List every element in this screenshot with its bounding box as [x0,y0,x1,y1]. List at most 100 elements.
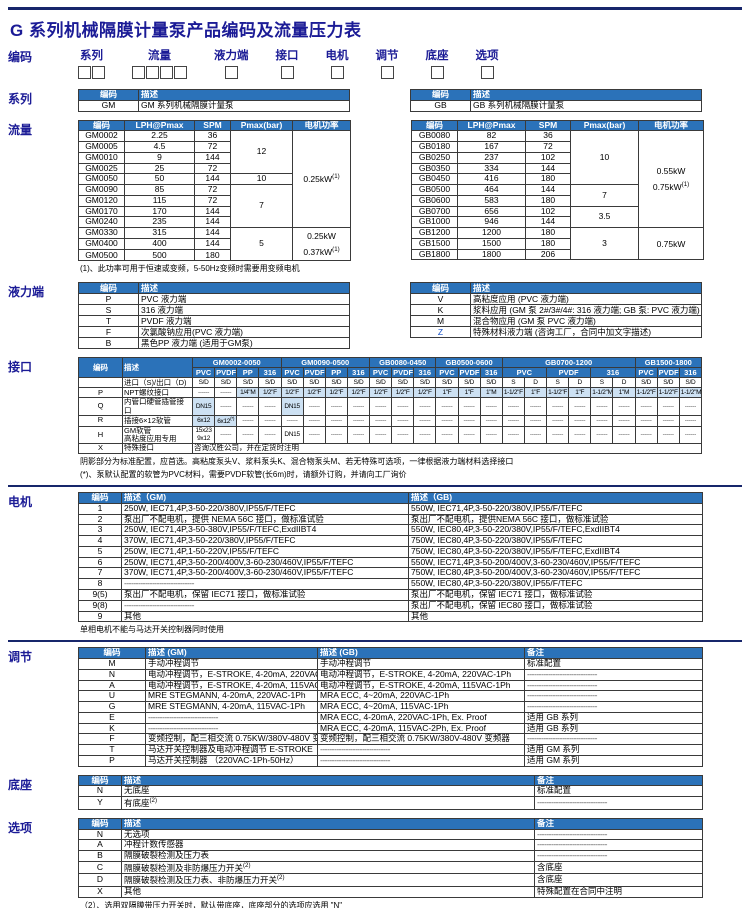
coding-fields: 系列 流量 液力端 接口 电机 调节 底座 选项 [78,47,499,79]
header-row: 编码 描述 [78,89,350,101]
table-cell: 变频控制，配三相交流 0.75KW/380V-480V 变频器 [145,733,318,746]
table-cell: ------ [413,414,437,427]
flow-row: GB0080 82 36 10 0.55kW 0.75kW(1) [411,130,704,229]
table-cell: Z [410,326,471,339]
table-cell: S/D [634,377,658,389]
pmax-cell: 3.5 [570,205,639,229]
table-cell: 1"F [457,387,481,399]
table-cell: ------ [346,397,371,416]
table-cell: 750W, IEC80,4P,3-50-200/400V,3-60-230/46… [408,567,703,580]
adjust-table: 编码 描述 (GM) 描述 (GB) 备注 M 手动冲程调节 手动冲程调节 标准配置 N 电动冲程… [78,647,703,767]
table-cell: ------------------------------ [121,578,409,590]
table-row: D 隔膜破裂检测及压力表、非防爆压力开关(2) 含底座 [78,873,703,888]
table-cell: ------------------------------ [145,711,318,724]
table-cell: S/D [678,377,703,389]
hydraulic-table-right: 编码 描述 V 高粘度应用 (PVC 液力端) K 浆料应用 (GM 泵 2#/3#/4#… [410,282,702,339]
table-row: B 隔膜破裂检测及压力表 -----------------------------… [78,850,703,862]
table-row: T PVDF 液力端 [78,315,350,328]
table-cell: D [78,873,122,888]
table-cell: ------ [391,425,415,445]
table-cell: ------ [368,414,393,427]
column-header: 描述 [470,89,702,101]
coding-field-label: 接口 [275,50,299,62]
table-cell: 1"F [568,387,592,399]
table-row: Z 特殊材料液力端 (咨询工厂，合同中加文字描述) [410,326,702,339]
table-cell: N [78,668,146,681]
header-row: 编码 描述 备注 [78,774,703,787]
table-cell: P [78,387,123,399]
table-cell: P [78,754,146,767]
table-cell: 550W, IEC71,4P,3-50-200/400V,3-60-230/46… [408,556,703,569]
base-body: 编码 描述 备注 N 无底座 标准配置 Y 有底座(2) -------------------… [78,774,742,810]
table-cell: T [78,744,146,756]
table-cell: 180 [525,227,571,239]
table-cell: ------ [678,425,703,445]
table-cell: 1200 [457,227,526,239]
table-cell: S/D [413,377,437,389]
column-header: 描述（GM) [121,492,409,504]
series-table-gm: 编码 描述 GM GM 系列机械隔膜计量泵 [78,89,350,112]
flow-row: GB0500 464 144 7 [411,184,704,207]
table-cell: GM0500 [78,249,125,262]
coding-boxes [224,66,238,79]
table-cell: 750W, IEC80,4P,3-50-220/380V,IP55/F/TEFC… [408,545,703,558]
group-header: GB1500-1800 [634,357,702,369]
table-cell: N [78,828,122,841]
column-header: 编码 [78,357,123,379]
column-header: 编码 [78,492,122,504]
table-cell: DN15 [280,397,304,416]
table-cell: E [78,711,146,724]
flow-row: GM0500 500 180 [78,249,351,262]
header-row: 编码 描述 [410,89,702,101]
table-cell: ------------------------------ [145,722,318,735]
coding-boxes [330,66,344,79]
flow-table-gm: 编码 LPH@Pmax SPM Pmax(bar) 电机功率 GM0002 2.25 36 12… [78,119,351,262]
table-cell: S [590,377,614,389]
table-cell: 315 [124,227,195,240]
table-cell: ------ [523,425,548,445]
table-cell: 高粘度应用 (PVC 液力端) [470,293,702,306]
table-row: T 马达开关控制器及电动冲程调节 E-STROKE ----------------… [78,744,703,756]
table-cell: ------ [435,397,459,416]
table-row: M 手动冲程调节 手动冲程调节 标准配置 [78,658,703,670]
table-cell: 进口（S)/出口（D) [122,377,193,389]
table-cell: 1"M [612,387,636,399]
table-cell: 102 [525,151,571,164]
table-cell: 1-1/2"M [678,387,703,399]
table-cell: 144 [194,216,231,229]
table-cell: 144 [194,173,231,186]
table-cell: 1"F [523,387,548,399]
table-cell: 泵出厂不配电机，保留 IEC80 接口，做标准试验 [408,599,703,612]
table-cell: GM0090 [78,184,125,196]
header-row: 编码 LPH@Pmax SPM Pmax(bar) 电机功率 [411,119,704,132]
table-cell: ------ [368,425,393,445]
table-cell: 无选项 [121,828,535,841]
table-cell: GB1500 [411,237,458,250]
interface-row: X 特殊接口 咨询汉胜公司，并在定货时注明 [78,443,702,455]
pmax-cell: 7 [230,184,293,229]
table-cell: GM0010 [78,151,125,164]
group-header: GB0080-0450 [368,357,437,369]
table-row: 5 250W, IEC71,4P,1-50-220V,IP55/F/TEFC 750… [78,545,703,558]
table-cell: ------ [501,397,525,416]
column-header: 备注 [534,774,703,787]
table-cell: 583 [457,194,526,207]
table-cell: 25 [124,162,195,175]
coding-field-选项: 选项 [476,47,499,79]
table-cell: 416 [457,173,526,186]
table-cell: F [78,326,139,339]
material-header: PVC [280,367,304,379]
table-cell: 36 [525,130,571,143]
header-row: 编码 描述 备注 [78,817,703,830]
table-cell: 1/2"F [346,387,371,399]
table-cell: 15x23 9x12 [191,425,216,445]
table-cell: ------ [457,425,481,445]
table-cell: 1"F [435,387,459,399]
table-cell: NPT螺纹接口 [122,387,193,399]
table-cell: 6 [78,556,122,569]
table-cell [78,377,123,389]
column-header: 编码 [78,89,139,101]
column-header: 描述 [470,282,702,295]
coding-field-调节: 调节 [376,47,399,79]
coding-box [78,66,91,79]
